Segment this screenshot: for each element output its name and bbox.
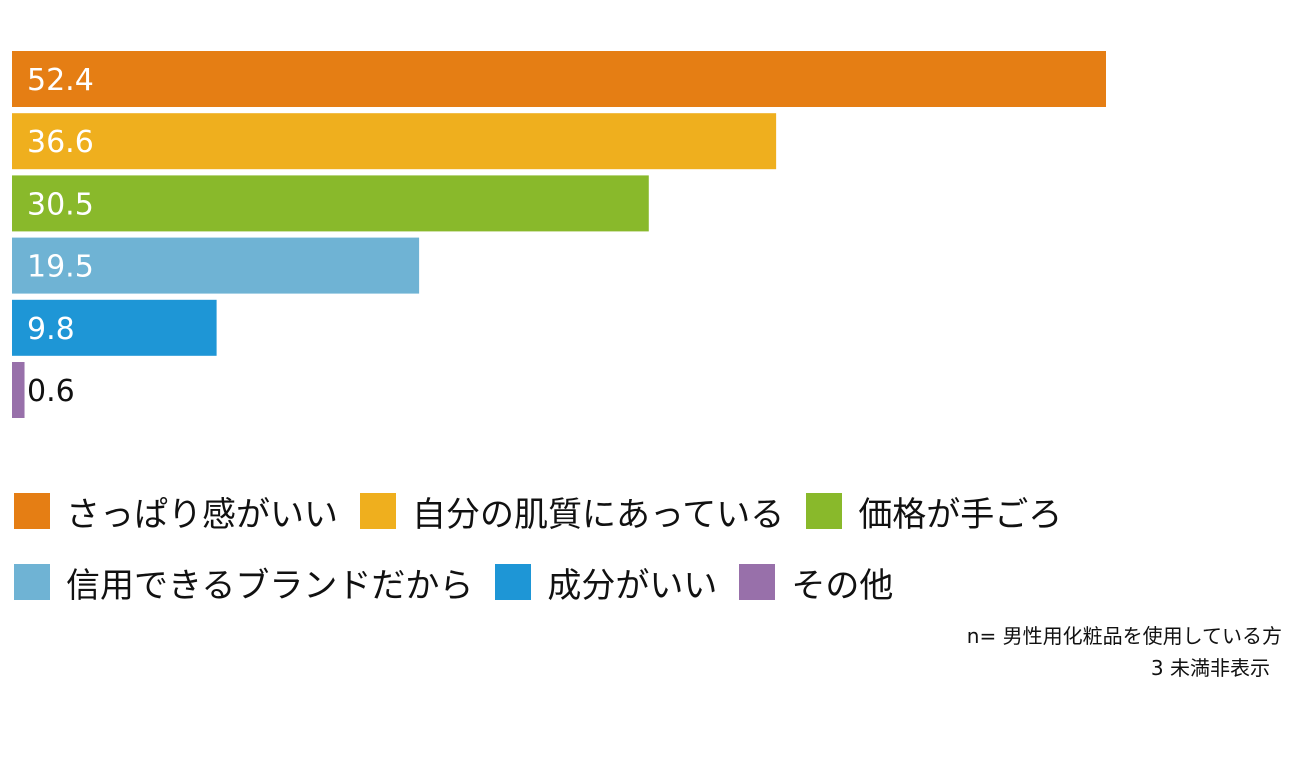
sample-note: n= 男性用化粧品を使用している方 xyxy=(966,624,1282,648)
legend-swatch-other xyxy=(739,564,776,600)
legend-swatch-skin-type xyxy=(360,493,396,529)
legend-item-price: 価格が手ごろ xyxy=(806,487,1062,536)
legend-label-other: その他 xyxy=(791,565,894,606)
bar-skin-type xyxy=(12,113,777,170)
legend-row-1: さっぱり感がいい 自分の肌質にあっている 価格が手ごろ xyxy=(14,486,1084,536)
legend-item-refreshing: さっぱり感がいい xyxy=(14,487,338,536)
threshold-note: 3 未満非表示 xyxy=(1150,656,1270,680)
bar-value-label-refreshing: 52.4 xyxy=(27,63,94,98)
bar-value-label-skin-type: 36.6 xyxy=(27,125,94,160)
legend-item-skin-type: 自分の肌質にあっている xyxy=(360,487,784,536)
legend-label-trusted-brand: 信用できるブランドだから xyxy=(66,565,474,606)
legend-label-skin-type: 自分の肌質にあっている xyxy=(412,494,785,535)
legend-swatch-trusted-brand xyxy=(14,564,50,600)
legend-label-ingredients: 成分がいい xyxy=(547,565,718,606)
legend-item-other: その他 xyxy=(739,558,893,607)
bar-ingredients xyxy=(12,299,217,356)
legend-swatch-price xyxy=(806,493,843,529)
legend-swatch-ingredients xyxy=(495,564,532,600)
legend-row-2: 信用できるブランドだから 成分がいい その他 xyxy=(14,557,915,607)
bar-value-label-other: 0.6 xyxy=(27,374,75,409)
bar-price xyxy=(12,175,649,232)
bar-chart: 52.4 36.6 30.5 19.5 9.8 0.6 xyxy=(12,51,1106,418)
legend-label-refreshing: さっぱり感がいい xyxy=(66,494,338,535)
bar-value-label-trusted-brand: 19.5 xyxy=(27,250,94,285)
bar-value-label-ingredients: 9.8 xyxy=(27,312,75,347)
legend-item-trusted-brand: 信用できるブランドだから xyxy=(14,558,473,607)
legend-label-price: 価格が手ごろ xyxy=(858,494,1063,535)
bar-other xyxy=(12,362,25,418)
bar-trusted-brand xyxy=(12,237,420,294)
legend-swatch-refreshing xyxy=(14,493,50,529)
bar-value-label-price: 30.5 xyxy=(27,187,94,222)
bar-refreshing xyxy=(12,51,1106,107)
legend-item-ingredients: 成分がいい xyxy=(495,558,717,607)
